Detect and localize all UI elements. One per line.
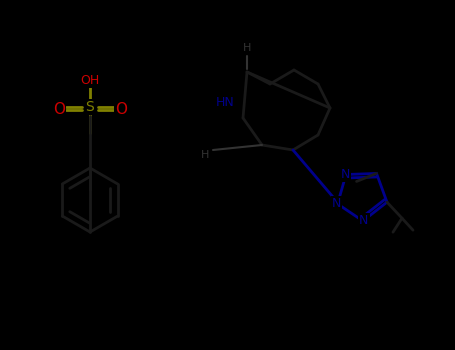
- Text: OH: OH: [81, 74, 100, 86]
- Text: N: N: [340, 168, 350, 181]
- Text: N: N: [332, 197, 341, 210]
- Text: N: N: [359, 215, 369, 228]
- Text: H: H: [243, 43, 251, 53]
- Text: H: H: [201, 150, 209, 160]
- Text: O: O: [115, 102, 127, 117]
- Text: HN: HN: [216, 97, 234, 110]
- Text: S: S: [86, 100, 94, 114]
- Text: O: O: [53, 102, 65, 117]
